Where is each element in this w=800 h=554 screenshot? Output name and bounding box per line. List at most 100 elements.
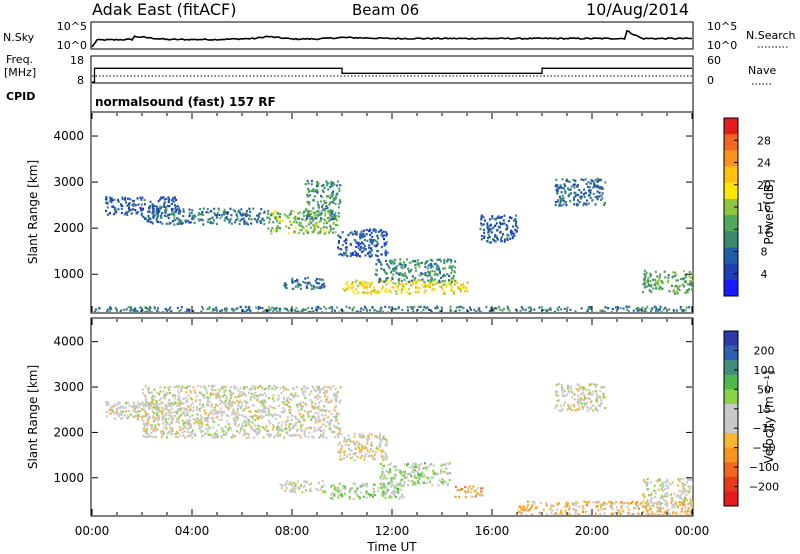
power-echo-cell	[147, 220, 150, 223]
velocity-echo-cell	[665, 495, 668, 498]
velocity-echo-cell	[377, 489, 379, 493]
power-echo-cell	[127, 306, 130, 309]
power-echo-cell	[355, 310, 358, 312]
power-echo-cell	[244, 311, 247, 312]
power-echo-cell	[165, 215, 168, 218]
velocity-echo-cell	[683, 489, 686, 492]
power-echo-cell	[329, 229, 332, 232]
power-echo-cell	[498, 216, 501, 219]
power-echo-cell	[643, 278, 646, 281]
power-echo-cell	[176, 217, 179, 220]
power-echo-cell	[416, 280, 419, 283]
power-echo-cell	[386, 251, 389, 254]
power-echo-cell	[473, 308, 476, 311]
velocity-echo-cell	[325, 436, 328, 439]
velocity-echo-cell	[567, 385, 570, 388]
power-echo-cell	[284, 285, 287, 288]
velocity-echo-cell	[204, 432, 207, 435]
velocity-echo-cell	[444, 463, 447, 467]
power-echo-cell	[190, 212, 193, 215]
power-echo-cell	[148, 309, 151, 312]
velocity-colorbar-swatch	[724, 433, 738, 449]
power-echo-cell	[130, 208, 133, 211]
velocity-echo-cell	[595, 392, 598, 396]
velocity-echo-cell	[565, 505, 568, 508]
power-echo-cell	[483, 231, 486, 234]
power-echo-cell	[505, 224, 508, 227]
power-echo-cell	[636, 311, 639, 312]
velocity-echo-cell	[521, 507, 524, 510]
velocity-echo-cell	[356, 487, 359, 490]
power-echo-cell	[322, 184, 325, 187]
velocity-colorbar-frame	[723, 330, 739, 507]
power-echo-cell	[223, 219, 226, 222]
velocity-echo-cell	[342, 451, 345, 454]
power-echo-cell	[470, 308, 472, 311]
velocity-echo-cell	[227, 408, 230, 411]
velocity-echo-cell	[655, 502, 658, 506]
power-echo-cell	[132, 309, 135, 312]
date-title: 10/Aug/2014	[586, 0, 689, 19]
velocity-echo-cell	[297, 480, 300, 483]
velocity-echo-cell	[153, 419, 156, 422]
power-echo-cell	[334, 217, 337, 221]
power-echo-cell	[108, 196, 111, 199]
velocity-echo-cell	[294, 490, 297, 493]
velocity-echo-cell	[586, 409, 589, 412]
velocity-echo-cell	[207, 424, 210, 427]
power-echo-cell	[540, 306, 543, 309]
power-echo-cell	[176, 208, 178, 211]
power-colorbar-tick-label: 16	[757, 201, 771, 214]
xaxis-label: Time UT	[366, 540, 417, 554]
velocity-echo-cell	[178, 416, 181, 419]
velocity-echo-cell	[260, 414, 262, 417]
velocity-echo-cell	[322, 433, 325, 436]
power-colorbar-swatch	[724, 215, 738, 232]
power-colorbar-swatch	[724, 134, 738, 151]
velocity-echo-cell	[394, 469, 397, 472]
power-echo-cell	[236, 307, 239, 310]
power-echo-cell	[306, 214, 309, 218]
velocity-echo-cell	[522, 505, 525, 508]
power-echo-cell	[257, 305, 260, 309]
velocity-echo-cell	[216, 395, 219, 398]
power-echo-cell	[221, 309, 224, 312]
velocity-echo-cell	[582, 386, 585, 389]
velocity-echo-cell	[690, 478, 693, 481]
velocity-echo-cell	[413, 465, 416, 469]
velocity-echo-cell	[567, 404, 570, 407]
power-echo-cell	[494, 307, 497, 310]
velocity-echo-cell	[331, 430, 334, 434]
velocity-echo-cell	[167, 402, 170, 405]
power-ytick-label: 2000	[53, 221, 84, 235]
power-echo-cell	[477, 308, 480, 311]
velocity-echo-cell	[333, 494, 336, 497]
velocity-echo-cell	[248, 433, 251, 436]
power-echo-cell	[556, 190, 559, 193]
velocity-echo-cell	[164, 397, 166, 400]
velocity-echo-cell	[286, 398, 288, 401]
velocity-echo-cell	[242, 422, 244, 425]
velocity-echo-cell	[318, 427, 320, 430]
velocity-echo-cell	[671, 503, 674, 507]
power-echo-cell	[673, 290, 676, 293]
velocity-echo-cell	[307, 426, 310, 430]
velocity-echo-cell	[212, 419, 214, 422]
power-echo-cell	[266, 216, 269, 219]
power-echo-cell	[358, 283, 361, 286]
velocity-echo-cell	[252, 395, 255, 398]
power-echo-cell	[655, 308, 658, 311]
power-echo-cell	[122, 308, 125, 311]
power-echo-cell	[384, 270, 386, 273]
velocity-echo-cell	[121, 417, 124, 420]
velocity-echo-cell	[129, 413, 132, 416]
power-echo-cell	[411, 260, 414, 263]
power-echo-cell	[168, 308, 170, 311]
velocity-echo-cell	[150, 391, 153, 394]
power-echo-cell	[226, 218, 229, 221]
power-echo-cell	[658, 278, 661, 281]
power-echo-cell	[406, 276, 408, 279]
power-echo-cell	[294, 226, 297, 229]
power-echo-cell	[603, 202, 606, 205]
velocity-echo-cell	[193, 389, 196, 392]
